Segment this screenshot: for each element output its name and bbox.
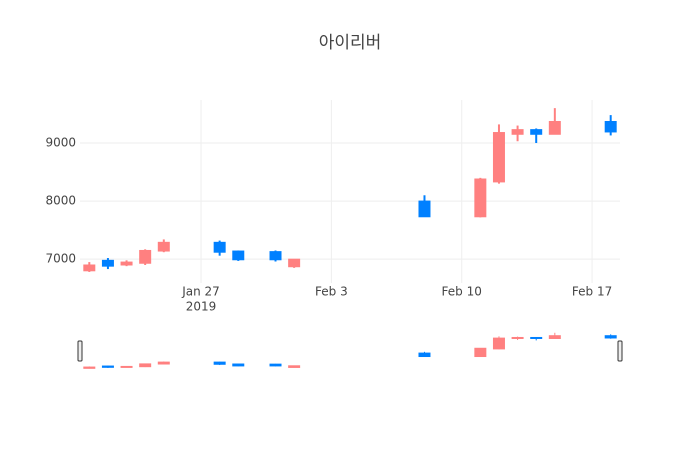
candle-body [530,336,543,339]
x-tick-label: Feb 17 [572,285,612,299]
x-tick-label: Feb 10 [442,285,482,299]
range-slider-handle[interactable] [617,340,623,362]
candle-body [492,132,505,183]
candle-body [604,335,617,339]
candle-body [474,347,487,358]
candle-body [269,251,282,261]
candle-body [511,129,524,135]
candle-body [269,363,282,367]
candle-body [232,250,245,261]
y-tick-label: 7000 [45,252,76,266]
candle-body [511,336,524,339]
candle-body [213,241,226,253]
candle-body [101,365,114,368]
x-tick-label: Feb 3 [315,285,348,299]
candle-body [418,200,431,218]
x-tick-label: Jan 27 [181,285,220,299]
candle-body [492,337,505,350]
candle-body [83,264,96,272]
candle-body [157,361,170,365]
candle-body [418,352,431,358]
chart-title: 아이리버 [319,33,382,53]
candle-body [288,258,301,268]
candle-body [213,361,226,365]
y-tick-label: 8000 [45,194,76,208]
candle-body [139,249,152,264]
candle-body [83,366,96,369]
x-tick-sublabel: 2019 [186,300,217,314]
candle-body [232,363,245,367]
candle-body [474,178,487,218]
candle-body [604,120,617,133]
candle-body [120,365,133,368]
candle-body [548,120,561,135]
candle-body [157,241,170,252]
candle-body [139,363,152,368]
candle-body [288,365,301,368]
candle-body [548,335,561,339]
range-slider [80,331,620,371]
candle-body [120,261,133,266]
y-tick-label: 9000 [45,135,76,149]
range-slider-handle[interactable] [77,340,83,362]
candle-body [530,129,543,135]
candle-body [101,259,114,267]
